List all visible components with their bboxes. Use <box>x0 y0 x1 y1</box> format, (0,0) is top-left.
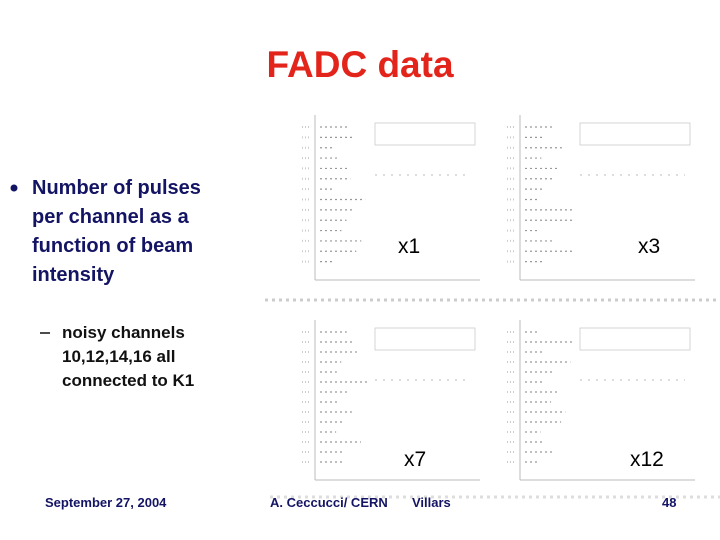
panel-decor <box>374 122 476 146</box>
sub-bullet-line: 10,12,14,16 all <box>62 347 176 366</box>
slide-title: FADC data <box>266 44 454 85</box>
panel-label: x3 <box>638 235 661 258</box>
bullet-line: Number of pulses <box>32 177 201 199</box>
bullet-line: intensity <box>32 264 115 286</box>
panel-label: x12 <box>630 448 664 471</box>
sub-bullet: noisy channels 10,12,14,16 all connected… <box>62 321 194 393</box>
sub-bullet-line: noisy channels <box>62 323 185 342</box>
sub-bullet-line: connected to K1 <box>62 371 195 390</box>
panel-decor <box>579 327 691 351</box>
panel-label: x7 <box>404 448 427 471</box>
panel-label: x1 <box>398 235 421 258</box>
histogram-panels <box>265 115 720 499</box>
footer-page: 48 <box>662 495 677 510</box>
bullet-line: per channel as a <box>32 206 189 228</box>
bullet-line: function of beam <box>32 235 194 257</box>
panel-decor <box>579 122 691 146</box>
footer-venue: Villars <box>412 495 451 510</box>
bullet-dot <box>10 184 18 192</box>
bullet: Number of pulses per channel as a functi… <box>32 174 201 290</box>
panel-decor <box>374 327 476 351</box>
footer-author: A. Ceccucci/ CERN <box>270 495 388 510</box>
footer-date: September 27, 2004 <box>45 495 167 510</box>
